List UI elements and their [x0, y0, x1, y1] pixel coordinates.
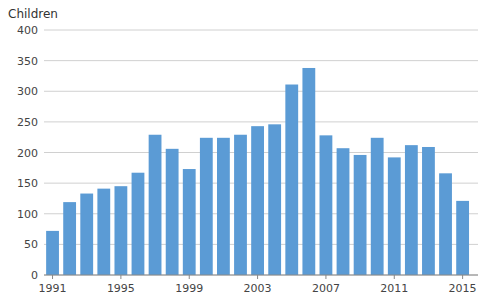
chart: 0 50 100 150 200 250 300 350 400 1991 1995 1999 2003…	[0, 0, 492, 303]
x-tick-label: 2007	[312, 282, 340, 295]
bar	[405, 145, 418, 275]
bar	[97, 189, 110, 275]
bar	[251, 126, 264, 275]
grid-line	[44, 60, 478, 61]
bar	[456, 201, 469, 275]
bar	[320, 135, 333, 275]
y-tick-label: 200	[17, 147, 38, 160]
bar	[183, 169, 196, 275]
x-tick	[325, 275, 326, 279]
x-tick-label: 2015	[449, 282, 477, 295]
bar	[63, 202, 76, 275]
y-tick-label: 50	[24, 238, 38, 251]
y-tick-label: 400	[17, 24, 38, 37]
bar	[200, 138, 213, 275]
bar	[354, 155, 367, 275]
bar	[217, 138, 230, 275]
y-tick-label: 0	[31, 269, 38, 282]
bar	[166, 149, 179, 275]
y-tick-label: 350	[17, 55, 38, 68]
bar	[371, 138, 384, 275]
x-tick	[120, 275, 121, 279]
grid-line	[44, 91, 478, 92]
y-axis: 0 50 100 150 200 250 300 350 400	[17, 24, 38, 282]
bar	[234, 135, 247, 275]
x-tick	[394, 275, 395, 279]
grid-line	[44, 30, 478, 31]
bar	[80, 194, 93, 275]
x-axis: 1991 1995 1999 2003 2007 2011 2015	[39, 275, 478, 295]
bar	[268, 124, 281, 275]
bars	[46, 68, 469, 275]
x-tick-label: 1999	[175, 282, 203, 295]
bar	[422, 147, 435, 275]
x-tick	[189, 275, 190, 279]
bar	[439, 173, 452, 275]
bar	[149, 135, 162, 275]
x-tick-label: 2003	[244, 282, 272, 295]
x-tick	[462, 275, 463, 279]
bar	[388, 157, 401, 275]
grid-line	[44, 275, 478, 276]
x-tick	[52, 275, 53, 279]
x-tick-label: 1995	[107, 282, 135, 295]
bar	[285, 85, 298, 275]
x-tick-label: 1991	[39, 282, 67, 295]
grid	[44, 30, 478, 275]
y-tick-label: 150	[17, 177, 38, 190]
bar	[302, 68, 315, 275]
y-tick-label: 300	[17, 85, 38, 98]
bar	[46, 231, 59, 275]
bar	[337, 148, 350, 275]
x-axis-line	[44, 275, 478, 276]
bar	[114, 186, 127, 275]
x-tick-label: 2011	[380, 282, 408, 295]
y-axis-label: Children	[8, 7, 58, 21]
x-tick	[257, 275, 258, 279]
y-tick-label: 250	[17, 116, 38, 129]
grid-line	[44, 121, 478, 122]
bar	[132, 173, 145, 275]
y-tick-label: 100	[17, 208, 38, 221]
